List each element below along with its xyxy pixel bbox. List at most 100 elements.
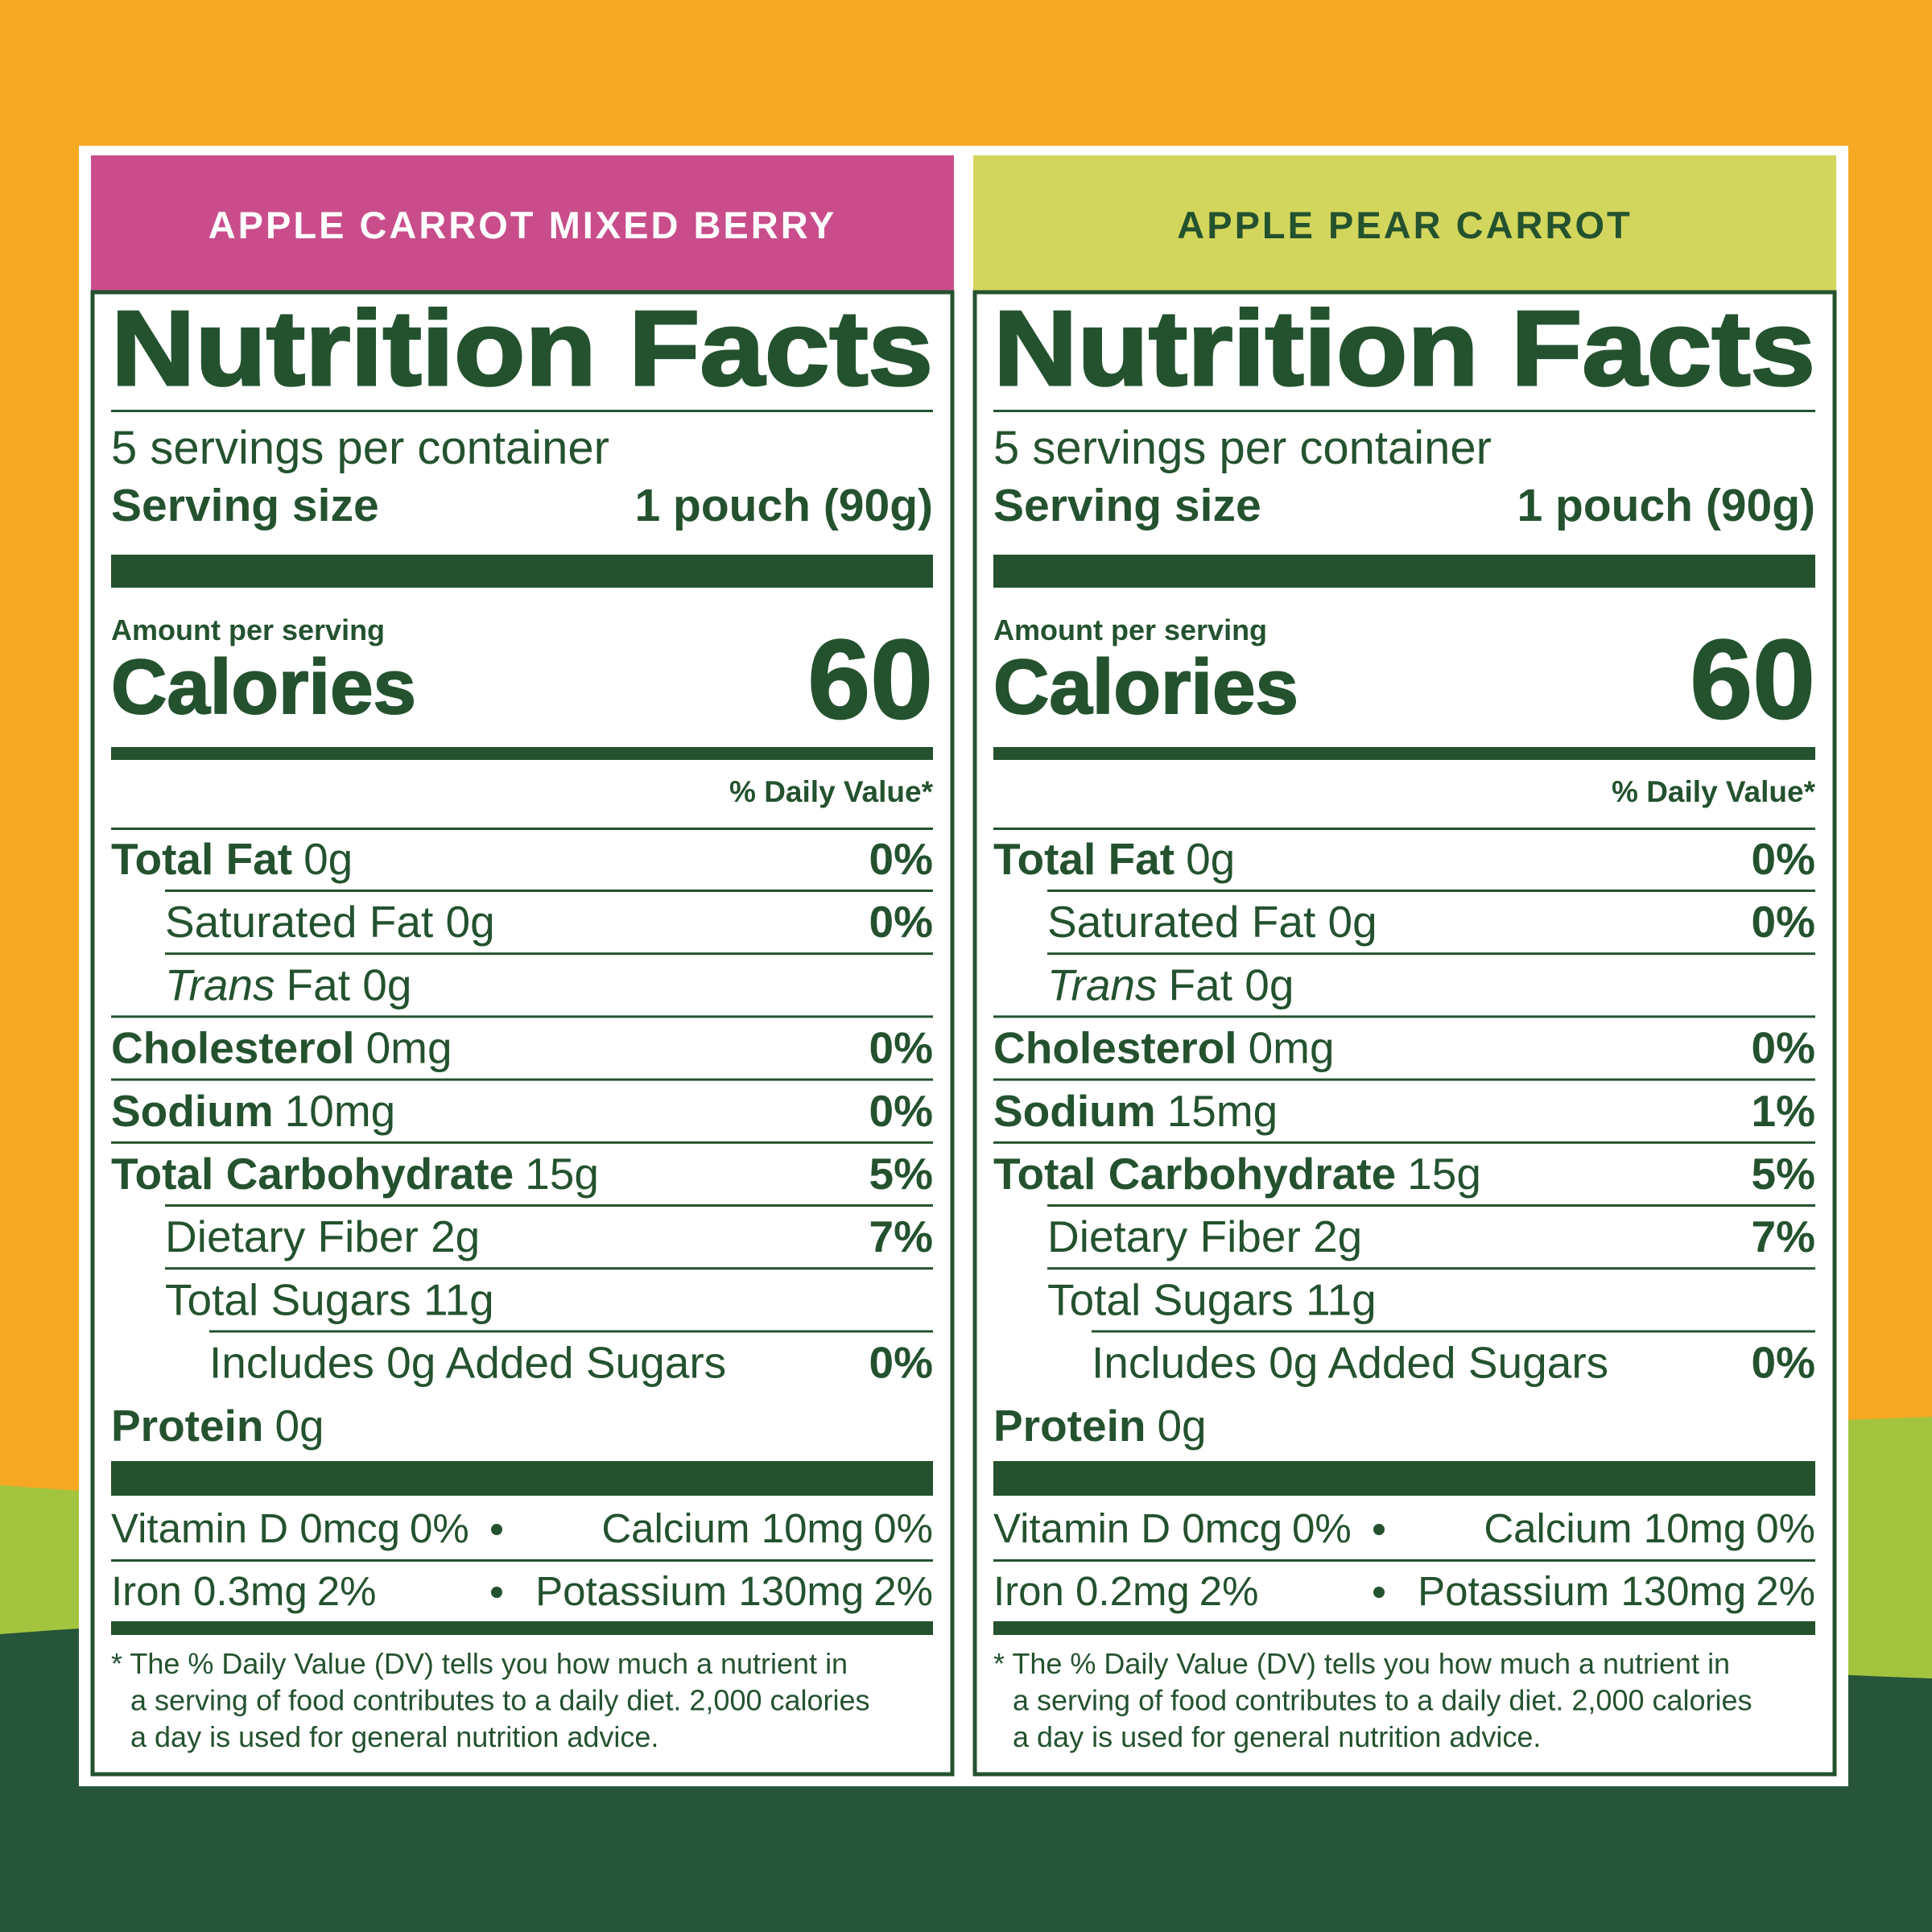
nutrient-name: Total Fat: [111, 834, 292, 884]
medium-bar: [993, 1621, 1815, 1635]
nutrient-name: Protein: [993, 1401, 1146, 1451]
label-title: Nutrition Facts: [111, 289, 933, 407]
row-rule: [165, 1204, 933, 1207]
footnote-line: * The % Daily Value (DV) tells you how m…: [111, 1647, 848, 1680]
footnote-line: a day is used for general nutrition advi…: [1013, 1720, 1541, 1753]
sub-nutrient: Fat 0g: [287, 960, 412, 1009]
nutrient-amount: 10mg: [285, 1086, 396, 1136]
sub-nutrient: Total Sugars 11g: [1047, 1274, 1377, 1324]
daily-value: 1%: [1752, 1086, 1816, 1136]
nutrient-amount: 0mg: [366, 1023, 452, 1073]
row-rule: [993, 1141, 1815, 1144]
row-rule: [1047, 1267, 1815, 1270]
daily-value: 0%: [869, 1338, 934, 1388]
label-title: Nutrition Facts: [993, 289, 1815, 407]
vitamin-dv: 2%: [1199, 1568, 1259, 1614]
vitamin-name: Potassium 130mg: [1418, 1568, 1746, 1614]
nutrient-amount: 15g: [525, 1149, 599, 1199]
nutrient-row: Total Sugars 11g: [165, 1274, 494, 1324]
daily-value: 0%: [1752, 1338, 1816, 1388]
medium-bar: [993, 747, 1815, 760]
sub-sub-nutrient: Includes 0g Added Sugars: [209, 1338, 726, 1388]
vitamin: Iron 0.2mg 2%: [993, 1568, 1259, 1614]
vitamin-dv: 2%: [317, 1568, 377, 1614]
rule: [993, 1559, 1815, 1562]
thick-bar: [111, 555, 933, 588]
thick-bar: [993, 1461, 1815, 1496]
nutrient-row: Cholesterol 0mg: [111, 1023, 452, 1073]
nutrient-row: Saturated Fat 0g: [165, 897, 495, 947]
nutrient-amount: 15mg: [1167, 1086, 1278, 1136]
nutrient-italic: Trans: [1047, 960, 1158, 1009]
vitamin-name: Potassium 130mg: [535, 1568, 864, 1614]
footnote-line: a serving of food contributes to a daily…: [130, 1684, 870, 1717]
row-rule: [1047, 1204, 1815, 1207]
vitamin-dv: 0%: [873, 1505, 933, 1551]
row-rule: [165, 952, 933, 956]
vitamin: Potassium 130mg 2%: [1418, 1568, 1815, 1614]
daily-value: 0%: [869, 1023, 934, 1073]
sub-nutrient: Dietary Fiber 2g: [165, 1212, 480, 1261]
row-rule: [1092, 1330, 1815, 1333]
servings: 5 servings per container: [993, 422, 1492, 474]
vitamin-name: Calcium 10mg: [601, 1505, 864, 1551]
serving-size: 1 pouch (90g): [1517, 480, 1815, 531]
vitamin: Calcium 10mg 0%: [601, 1505, 933, 1551]
nutrient-row: Protein 0g: [993, 1401, 1207, 1451]
sub-sub-nutrient: Includes 0g Added Sugars: [1092, 1338, 1608, 1388]
daily-value: 0%: [1752, 1023, 1816, 1073]
vitamin-name: Iron 0.2mg: [993, 1568, 1190, 1614]
nutrient-row: Total Fat 0g: [993, 834, 1235, 884]
nutrient-row: Total Carbohydrate 15g: [993, 1149, 1481, 1199]
amount-per-serving: Amount per serving: [993, 613, 1267, 646]
sub-nutrient: Total Sugars 11g: [165, 1274, 494, 1324]
daily-value: 0%: [1752, 834, 1816, 884]
row-rule: [993, 1015, 1815, 1018]
nutrient-name: Sodium: [993, 1086, 1156, 1136]
vitamin-dv: 0%: [1756, 1505, 1815, 1551]
nutrient-row: Protein 0g: [111, 1401, 324, 1451]
nutrition-panel: APPLE CARROT MIXED BERRY Nutrition Facts 5…: [90, 155, 955, 1777]
row-rule: [993, 1078, 1815, 1081]
nutrient-row: Dietary Fiber 2g: [165, 1212, 480, 1261]
nutrient-amount: 0g: [275, 1401, 324, 1451]
nutrition-panel: APPLE PEAR CARROT Nutrition Facts 5 servin…: [972, 155, 1837, 1777]
rule: [111, 410, 933, 412]
nutrient-row: Total Fat 0g: [111, 834, 353, 884]
nutrient-row: Total Sugars 11g: [1047, 1274, 1377, 1324]
daily-value: 5%: [1752, 1149, 1816, 1199]
footnote-line: * The % Daily Value (DV) tells you how m…: [993, 1647, 1730, 1680]
row-rule: [1047, 890, 1815, 892]
serving-size-label: Serving size: [111, 480, 379, 531]
daily-value: 7%: [869, 1212, 934, 1261]
nutrient-row: Sodium 10mg: [111, 1086, 395, 1136]
nutrient-name: Cholesterol: [111, 1023, 355, 1073]
nutrient-name: Total Carbohydrate: [111, 1149, 514, 1199]
row-rule: [111, 1015, 933, 1018]
footnote-line: a serving of food contributes to a daily…: [1013, 1684, 1752, 1717]
nutrient-row: Includes 0g Added Sugars: [209, 1338, 726, 1388]
bullet: [1373, 1587, 1385, 1598]
vitamin-dv: 0%: [1292, 1505, 1352, 1551]
label-border: [972, 290, 1837, 1777]
calories-label: Calories: [111, 644, 416, 730]
nutrient-name: Sodium: [111, 1086, 274, 1136]
vitamin: Vitamin D 0mcg 0%: [993, 1505, 1352, 1551]
vitamin-name: Vitamin D 0mcg: [111, 1505, 400, 1551]
rule: [993, 410, 1815, 412]
nutrient-name: Total Fat: [993, 834, 1174, 884]
calories-value: 60: [807, 616, 933, 742]
nutrient-row: Includes 0g Added Sugars: [1092, 1338, 1608, 1388]
vitamin-dv: 2%: [1756, 1568, 1815, 1614]
sub-nutrient: Fat 0g: [1169, 960, 1294, 1009]
sub-nutrient: Dietary Fiber 2g: [1047, 1212, 1362, 1261]
nutrient-amount: 0mg: [1249, 1023, 1335, 1073]
amount-per-serving: Amount per serving: [111, 613, 385, 646]
nutrient-name: Protein: [111, 1401, 263, 1451]
rule: [111, 828, 933, 830]
nutrient-row: Sodium 15mg: [993, 1086, 1278, 1136]
thick-bar: [111, 1461, 933, 1496]
nutrient-row: Trans Fat 0g: [1047, 960, 1294, 1009]
